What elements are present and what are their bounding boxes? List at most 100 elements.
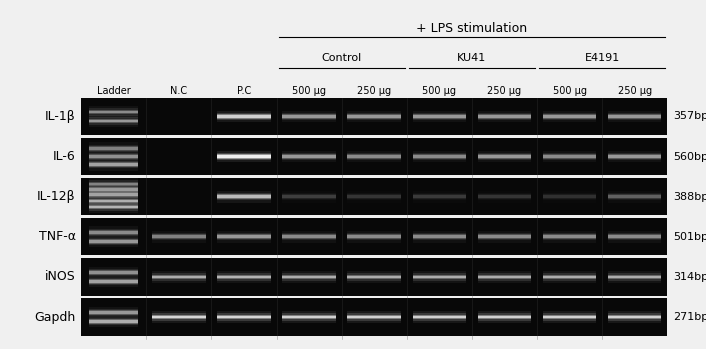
Text: 501bp: 501bp (673, 232, 706, 242)
Bar (152, 316, 205, 318)
Bar (217, 313, 270, 321)
Bar (81, 258, 667, 296)
Bar (217, 236, 270, 238)
Bar (217, 195, 270, 198)
Bar (217, 233, 270, 240)
Bar (478, 235, 531, 239)
Text: IL-1β: IL-1β (44, 110, 76, 123)
Bar (217, 111, 270, 122)
Bar (90, 238, 138, 245)
Bar (478, 154, 531, 159)
Bar (152, 235, 205, 239)
Bar (81, 298, 667, 336)
Bar (152, 275, 205, 279)
Bar (282, 236, 336, 238)
Bar (543, 313, 596, 321)
Bar (90, 110, 138, 114)
Text: 500 μg: 500 μg (422, 86, 456, 96)
Bar (347, 275, 401, 279)
Bar (543, 275, 596, 279)
Bar (90, 239, 138, 244)
Bar (347, 313, 401, 321)
Bar (217, 154, 270, 159)
Bar (217, 194, 270, 199)
Bar (347, 191, 401, 202)
Bar (90, 315, 138, 327)
Text: 500 μg: 500 μg (292, 86, 326, 96)
Bar (282, 111, 336, 122)
Bar (90, 200, 138, 202)
Bar (478, 316, 531, 318)
Bar (282, 275, 336, 279)
Bar (217, 115, 270, 118)
Bar (217, 316, 270, 318)
Bar (347, 236, 401, 238)
Bar (608, 316, 662, 318)
Bar (217, 276, 270, 278)
Bar (543, 155, 596, 158)
Bar (217, 231, 270, 243)
Text: 388bp: 388bp (673, 192, 706, 202)
Bar (152, 271, 205, 283)
Bar (543, 271, 596, 283)
Bar (347, 276, 401, 278)
Bar (412, 236, 466, 238)
Bar (81, 178, 667, 215)
Bar (217, 155, 270, 158)
Bar (217, 191, 270, 202)
Bar (347, 113, 401, 120)
Bar (608, 191, 662, 202)
Bar (543, 235, 596, 239)
Bar (543, 193, 596, 200)
Bar (412, 195, 466, 198)
Bar (412, 271, 466, 283)
Bar (478, 233, 531, 240)
Bar (478, 155, 531, 158)
Bar (90, 154, 138, 159)
Bar (90, 163, 138, 166)
Bar (90, 115, 138, 127)
Bar (412, 155, 466, 158)
Text: 357bp: 357bp (673, 111, 706, 121)
Bar (412, 313, 466, 321)
Bar (90, 187, 138, 192)
Bar (412, 151, 466, 162)
Bar (478, 231, 531, 243)
Bar (90, 279, 138, 284)
Bar (282, 311, 336, 323)
Bar (412, 311, 466, 323)
Bar (81, 138, 667, 175)
Bar (347, 233, 401, 240)
Bar (347, 195, 401, 198)
Bar (217, 275, 270, 279)
Bar (282, 231, 336, 243)
Bar (217, 153, 270, 160)
Bar (282, 191, 336, 202)
Bar (90, 307, 138, 319)
Bar (608, 153, 662, 160)
Bar (478, 236, 531, 238)
Bar (543, 315, 596, 319)
Text: 250 μg: 250 μg (618, 86, 652, 96)
Bar (217, 311, 270, 323)
Bar (152, 233, 205, 240)
Bar (90, 183, 138, 185)
Bar (90, 319, 138, 324)
Bar (608, 236, 662, 238)
Bar (478, 311, 531, 323)
Bar (81, 98, 667, 135)
Bar (543, 115, 596, 118)
Bar (90, 183, 138, 195)
Bar (412, 113, 466, 120)
Bar (90, 153, 138, 160)
Bar (90, 278, 138, 285)
Bar (608, 315, 662, 319)
Bar (90, 111, 138, 113)
Bar (543, 233, 596, 240)
Bar (478, 151, 531, 162)
Bar (347, 273, 401, 281)
Bar (90, 119, 138, 123)
Bar (90, 275, 138, 287)
Bar (412, 273, 466, 281)
Bar (478, 115, 531, 118)
